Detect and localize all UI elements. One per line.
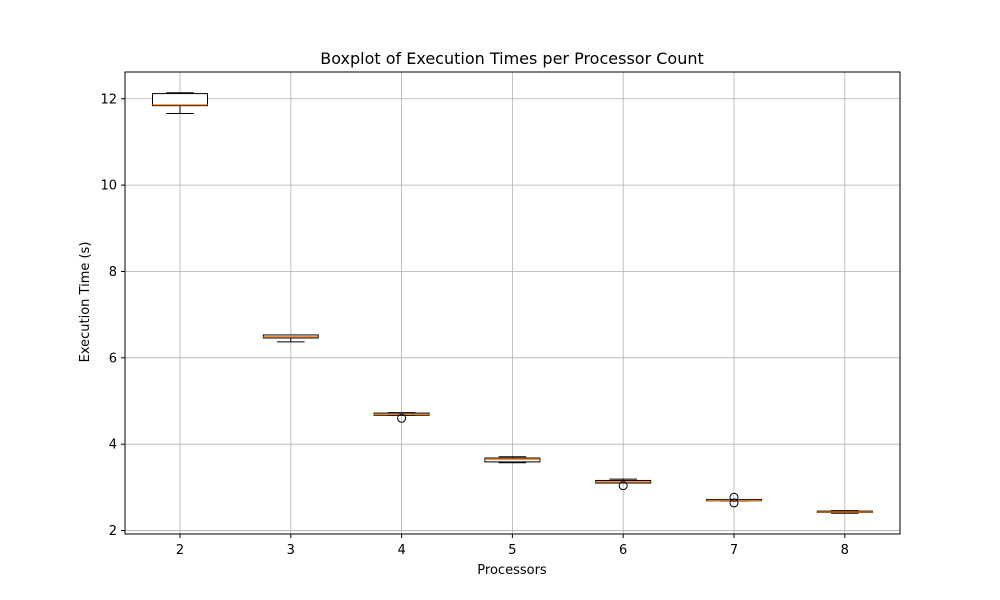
outlier-point <box>397 413 407 423</box>
y-axis-ticks: 2 4 6 8 10 12 <box>100 92 125 539</box>
x-tick-label: 6 <box>619 543 627 558</box>
x-tick-label: 3 <box>287 543 295 558</box>
box-group-8 <box>816 510 873 514</box>
chart-title: Boxplot of Execution Times per Processor… <box>320 49 704 68</box>
outlier-point <box>729 498 739 508</box>
x-tick-label: 2 <box>176 543 184 558</box>
box-group-4 <box>373 412 430 423</box>
box-series <box>152 92 873 514</box>
y-tick-label: 6 <box>109 351 117 366</box>
outlier-point <box>618 481 628 491</box>
x-tick-label: 4 <box>397 543 405 558</box>
y-tick-label: 8 <box>109 265 117 280</box>
box-group-5 <box>484 456 541 464</box>
y-tick-label: 12 <box>100 92 117 107</box>
x-axis-ticks: 2 3 4 5 6 7 8 <box>176 534 849 558</box>
y-tick-label: 10 <box>100 179 117 194</box>
grid-lines <box>125 72 900 534</box>
y-axis-label: Execution Time (s) <box>78 242 93 363</box>
x-axis-label: Processors <box>477 563 547 578</box>
outlier-point <box>729 492 739 502</box>
x-tick-label: 7 <box>730 543 738 558</box>
y-tick-label: 2 <box>109 524 117 539</box>
box-group-2 <box>152 92 208 114</box>
box-group-7 <box>706 492 762 508</box>
y-tick-label: 4 <box>109 438 117 453</box>
box-group-6 <box>595 478 652 491</box>
box-group-3 <box>262 334 319 343</box>
x-tick-label: 8 <box>841 543 849 558</box>
x-tick-label: 5 <box>508 543 516 558</box>
iqr-box <box>152 93 208 107</box>
iqr-box <box>484 457 541 463</box>
